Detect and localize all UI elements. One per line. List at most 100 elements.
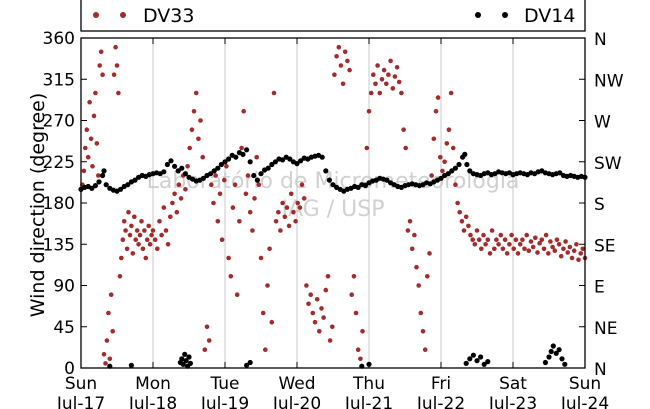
dv33-point-120 xyxy=(304,283,309,288)
dv14-point-55 xyxy=(272,159,278,165)
dv33-point-46 xyxy=(146,223,151,229)
y-tick-label-6: 270 xyxy=(43,112,75,132)
dv33-point-188 xyxy=(450,145,456,151)
legend-marker-dv33-1 xyxy=(93,12,99,18)
dv33-point-148 xyxy=(364,145,370,151)
dv33-point-13 xyxy=(98,49,104,55)
x-tick-date-2: Jul-19 xyxy=(200,394,249,409)
dv33-point-136 xyxy=(338,63,344,68)
dv33-point-83 xyxy=(224,164,229,169)
dv14-point-3 xyxy=(89,185,95,191)
dv14-point-155 xyxy=(463,360,469,366)
dv33-point-88 xyxy=(234,292,240,298)
dv33-point-233 xyxy=(548,239,553,244)
y-tick-label-5: 225 xyxy=(43,153,75,173)
y-axis-title: Wind direction (degree) xyxy=(27,93,49,318)
dv14-point-25 xyxy=(164,161,170,168)
dv33-point-134 xyxy=(334,54,339,59)
dv14-point-53 xyxy=(265,165,271,171)
dv33-point-225 xyxy=(530,244,536,250)
dv14-point-51 xyxy=(258,171,264,177)
dv33-point-195 xyxy=(466,223,471,229)
dv33-point-130 xyxy=(325,274,331,279)
dv33-point-177 xyxy=(427,251,432,256)
dv33-point-189 xyxy=(453,182,458,187)
dv33-point-11 xyxy=(96,173,101,178)
dv33-point-64 xyxy=(183,187,188,192)
dv33-point-246 xyxy=(576,257,581,263)
x-tick-weekday-1: Mon xyxy=(135,374,171,394)
dv33-point-144 xyxy=(355,347,361,353)
dv14-point-50 xyxy=(254,177,260,183)
dv33-point-97 xyxy=(254,154,259,160)
dv33-point-211 xyxy=(500,246,506,252)
dv14-point-35 xyxy=(200,175,206,181)
dv33-point-28 xyxy=(120,237,126,242)
dv33-point-181 xyxy=(435,95,441,100)
y-tick-label-2: 90 xyxy=(53,277,75,297)
dv33-point-76 xyxy=(209,182,214,187)
dv33-point-133 xyxy=(332,72,337,77)
y-tick-label-8: 360 xyxy=(43,29,75,49)
legend-box xyxy=(80,0,586,32)
dv33-point-137 xyxy=(340,81,346,87)
dv33-point-43 xyxy=(142,228,147,233)
dv14-point-28 xyxy=(175,168,181,174)
dv14-point-38 xyxy=(211,168,217,174)
dv33-point-168 xyxy=(407,219,413,224)
dv33-point-218 xyxy=(515,251,521,256)
dv14-point-101 xyxy=(438,175,444,181)
dv33-point-105 xyxy=(271,90,277,96)
dv33-point-204 xyxy=(485,237,491,242)
dv33-point-197 xyxy=(470,237,476,242)
x-tick-date-1: Jul-18 xyxy=(128,394,177,409)
dv33-point-191 xyxy=(457,209,463,215)
y-tick-label-4: 180 xyxy=(43,194,75,214)
dv14-point-57 xyxy=(280,157,286,163)
dv33-point-106 xyxy=(273,219,279,224)
dv33-point-75 xyxy=(206,338,212,343)
dv33-point-111 xyxy=(284,205,290,210)
dv33-point-50 xyxy=(152,237,158,242)
dv14-point-104 xyxy=(449,168,455,174)
dv33-point-229 xyxy=(539,237,545,242)
dv33-point-242 xyxy=(567,244,573,250)
dv33-point-166 xyxy=(403,145,409,151)
dv33-point-59 xyxy=(172,191,177,197)
dv33-point-109 xyxy=(280,200,285,206)
dv33-point-7 xyxy=(90,164,95,169)
dv33-point-238 xyxy=(558,253,564,259)
dv14-point-80 xyxy=(362,183,368,189)
dv33-point-31 xyxy=(124,246,130,252)
right-tick-label-4: S xyxy=(594,195,605,215)
dv33-point-244 xyxy=(571,248,577,253)
x-tick-date-3: Jul-20 xyxy=(272,394,321,409)
dv33-point-22 xyxy=(111,72,117,77)
dv33-point-54 xyxy=(161,205,167,210)
dv33-point-243 xyxy=(569,255,575,261)
dv33-point-123 xyxy=(310,310,316,316)
dv33-point-223 xyxy=(526,248,532,253)
right-tick-label-3: SE xyxy=(594,236,616,256)
dv33-point-116 xyxy=(295,200,301,206)
dv33-point-129 xyxy=(323,287,329,293)
dv33-point-158 xyxy=(386,72,391,77)
dv33-point-164 xyxy=(399,90,404,96)
dv33-point-190 xyxy=(455,200,460,206)
dv14-point-160 xyxy=(481,361,487,367)
dv33-point-52 xyxy=(157,219,162,224)
dv33-point-14 xyxy=(100,72,105,77)
dv33-point-143 xyxy=(353,310,359,316)
dv33-point-10 xyxy=(94,141,100,146)
dv33-point-4 xyxy=(85,154,91,160)
right-tick-label-1: NE xyxy=(594,319,617,339)
dv33-point-157 xyxy=(384,81,389,87)
dv33-point-121 xyxy=(306,301,311,307)
dv14-point-47 xyxy=(244,147,250,153)
y-tick-label-0: 0 xyxy=(64,359,75,379)
dv14-point-7 xyxy=(101,168,107,174)
dv33-point-44 xyxy=(143,255,149,261)
dv14-point-159 xyxy=(478,354,484,360)
dv14-point-69 xyxy=(323,168,329,174)
